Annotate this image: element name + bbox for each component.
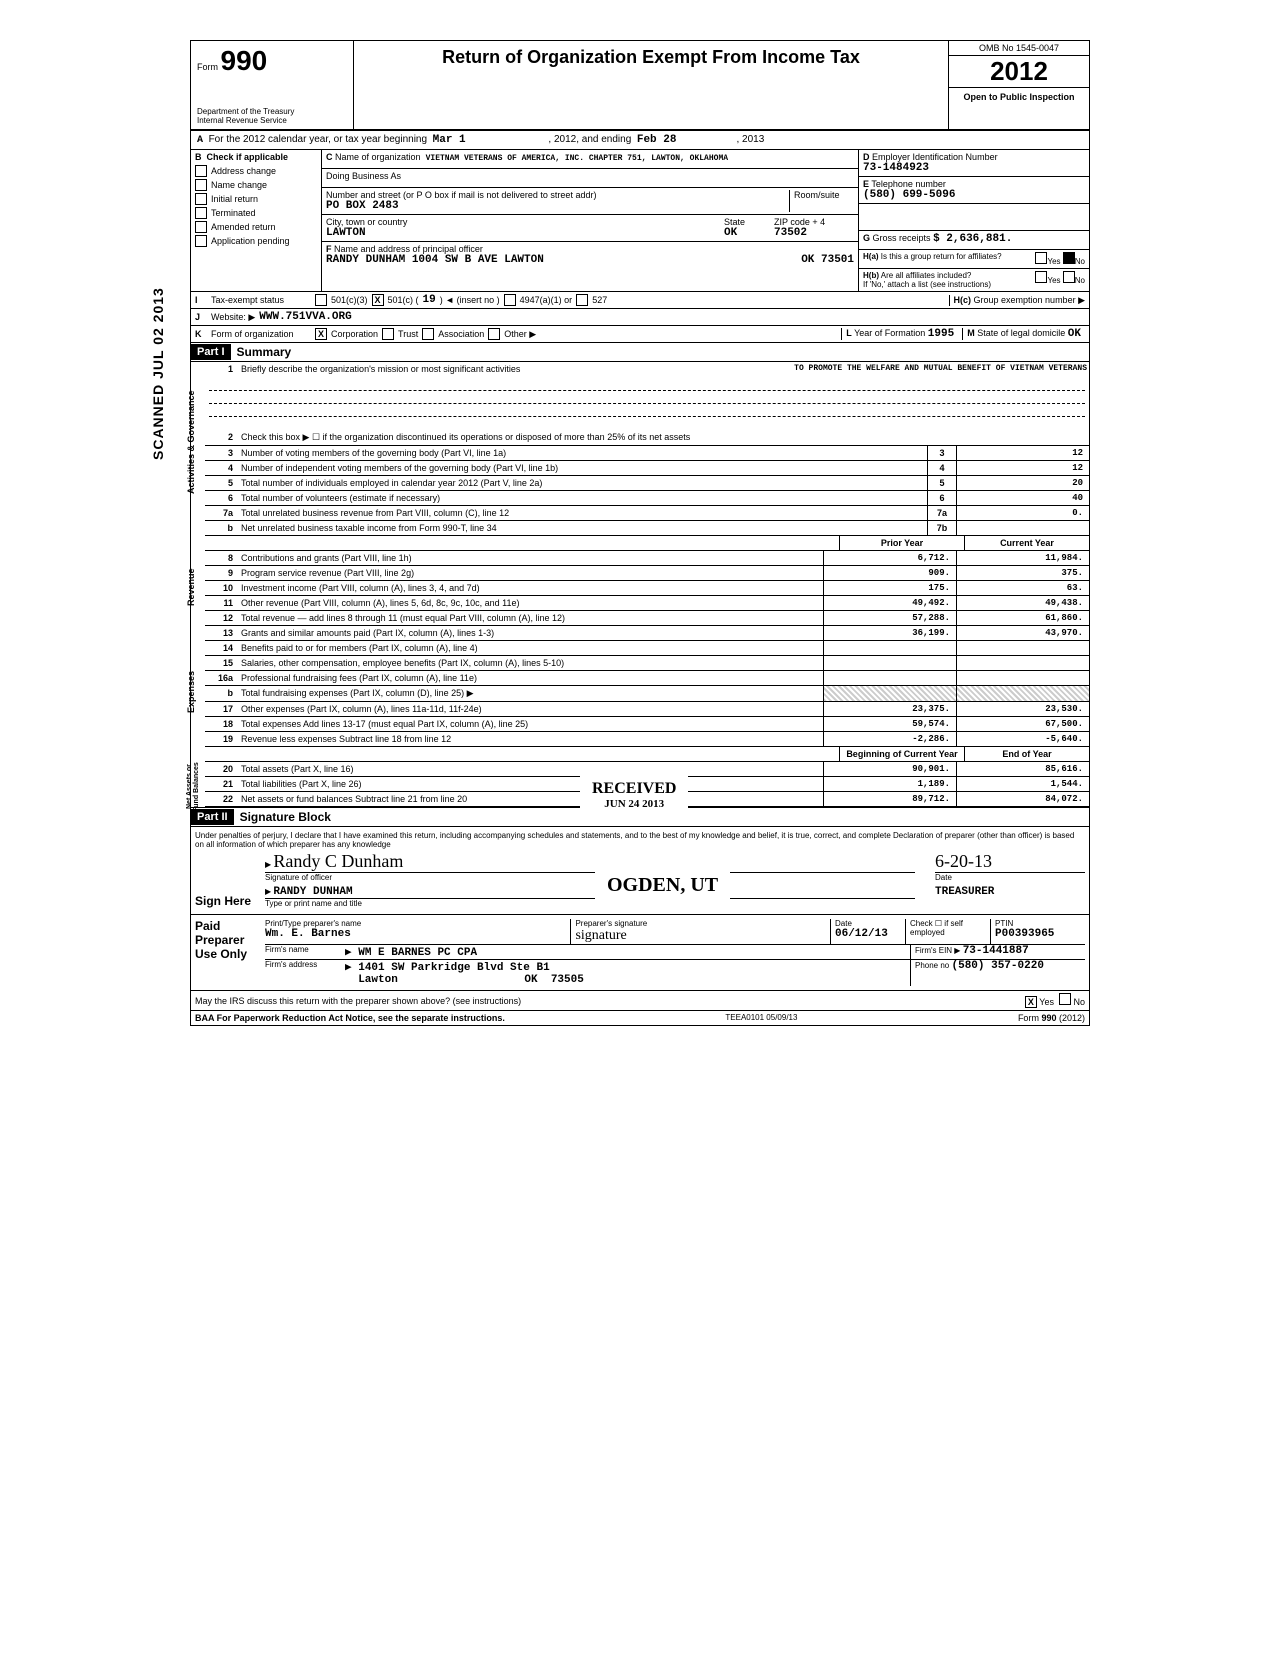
chk-pending[interactable] (195, 235, 207, 247)
sign-here-label: Sign Here (195, 894, 255, 908)
line-a: A For the 2012 calendar year, or tax yea… (190, 131, 1090, 150)
received-stamp: RECEIVED JUN 24 2013 (580, 776, 688, 814)
officer-printed: RANDY DUNHAM (273, 886, 352, 898)
col-end: End of Year (964, 747, 1089, 761)
chk-name[interactable] (195, 179, 207, 191)
phone: (580) 699-5096 (863, 189, 955, 201)
dba-label: Doing Business As (322, 169, 858, 188)
form-ref: Form 990 (2012) (1018, 1013, 1085, 1023)
chk-terminated[interactable] (195, 207, 207, 219)
section-bcd: B Check if applicable Address change Nam… (190, 150, 1090, 292)
preparer-block: Paid Preparer Use Only Print/Type prepar… (190, 915, 1090, 991)
omb-number: OMB No 1545-0047 (949, 41, 1089, 56)
firm-addr1: 1401 SW Parkridge Blvd Ste B1 (358, 962, 549, 974)
footer: BAA For Paperwork Reduction Act Notice, … (190, 1011, 1090, 1026)
side-revenue: Revenue (186, 552, 196, 622)
col-begin: Beginning of Current Year (839, 747, 964, 761)
org-address: PO BOX 2483 (326, 200, 399, 212)
website: WWW.751VVA.ORG (259, 311, 351, 323)
ogden-stamp: OGDEN, UT (595, 870, 730, 901)
preparer-date: 06/12/13 (835, 928, 888, 940)
firm-name: WM E BARNES PC CPA (358, 947, 477, 959)
chk-amended[interactable] (195, 221, 207, 233)
line-j: J Website: ▶ WWW.751VVA.ORG (190, 309, 1090, 326)
ptin: P00393965 (995, 928, 1054, 940)
preparer-name: Wm. E. Barnes (265, 928, 351, 940)
ein: 73-1484923 (863, 162, 929, 174)
officer-signature: Randy C Dunham (273, 851, 403, 871)
chk-address[interactable] (195, 165, 207, 177)
line-i: I Tax-exempt status 501(c)(3) X501(c) (1… (190, 292, 1090, 309)
tax-year: 2012 (949, 56, 1089, 88)
side-netassets: Net Assets or Fund Balances (186, 762, 200, 812)
side-governance: Activities & Governance (186, 372, 196, 512)
form-header: Form 990 Department of the Treasury Inte… (190, 40, 1090, 131)
perjury-text: Under penalties of perjury, I declare th… (195, 831, 1085, 849)
discuss-row: May the IRS discuss this return with the… (190, 991, 1090, 1011)
side-expenses: Expenses (186, 637, 196, 747)
part-1-header: Part I Summary (190, 343, 1090, 362)
officer-title: TREASURER (935, 886, 1085, 908)
col-prior: Prior Year (839, 536, 964, 550)
officer-name-addr: RANDY DUNHAM 1004 SW B AVE LAWTON (326, 254, 544, 266)
summary-body: Activities & Governance Revenue Expenses… (190, 362, 1090, 808)
preparer-label: Paid Preparer Use Only (195, 919, 265, 986)
scanned-stamp: SCANNED JUL 02 2013 (150, 287, 166, 460)
irs-label: Internal Revenue Service (197, 116, 347, 125)
gross-receipts: $ 2,636,881. (933, 233, 1012, 245)
col-current: Current Year (964, 536, 1089, 550)
dept-treasury: Department of the Treasury (197, 107, 347, 116)
form-number: Form 990 (197, 45, 347, 77)
org-name: VIETNAM VETERANS OF AMERICA, INC. CHAPTE… (426, 154, 728, 163)
sig-date: 6-20-13 (935, 851, 992, 871)
open-inspection: Open to Public Inspection (949, 88, 1089, 106)
form-title: Return of Organization Exempt From Incom… (358, 47, 944, 68)
firm-phone: (580) 357-0220 (952, 960, 1044, 972)
org-city: LAWTON (326, 227, 366, 239)
chk-initial[interactable] (195, 193, 207, 205)
firm-ein: 73-1441887 (963, 945, 1029, 957)
line-k: K Form of organization XCorporation Trus… (190, 326, 1090, 343)
form-page: SCANNED JUL 02 2013 Form 990 Department … (190, 40, 1090, 1026)
mission-text: TO PROMOTE THE WELFARE AND MUTUAL BENEFI… (792, 362, 1089, 376)
